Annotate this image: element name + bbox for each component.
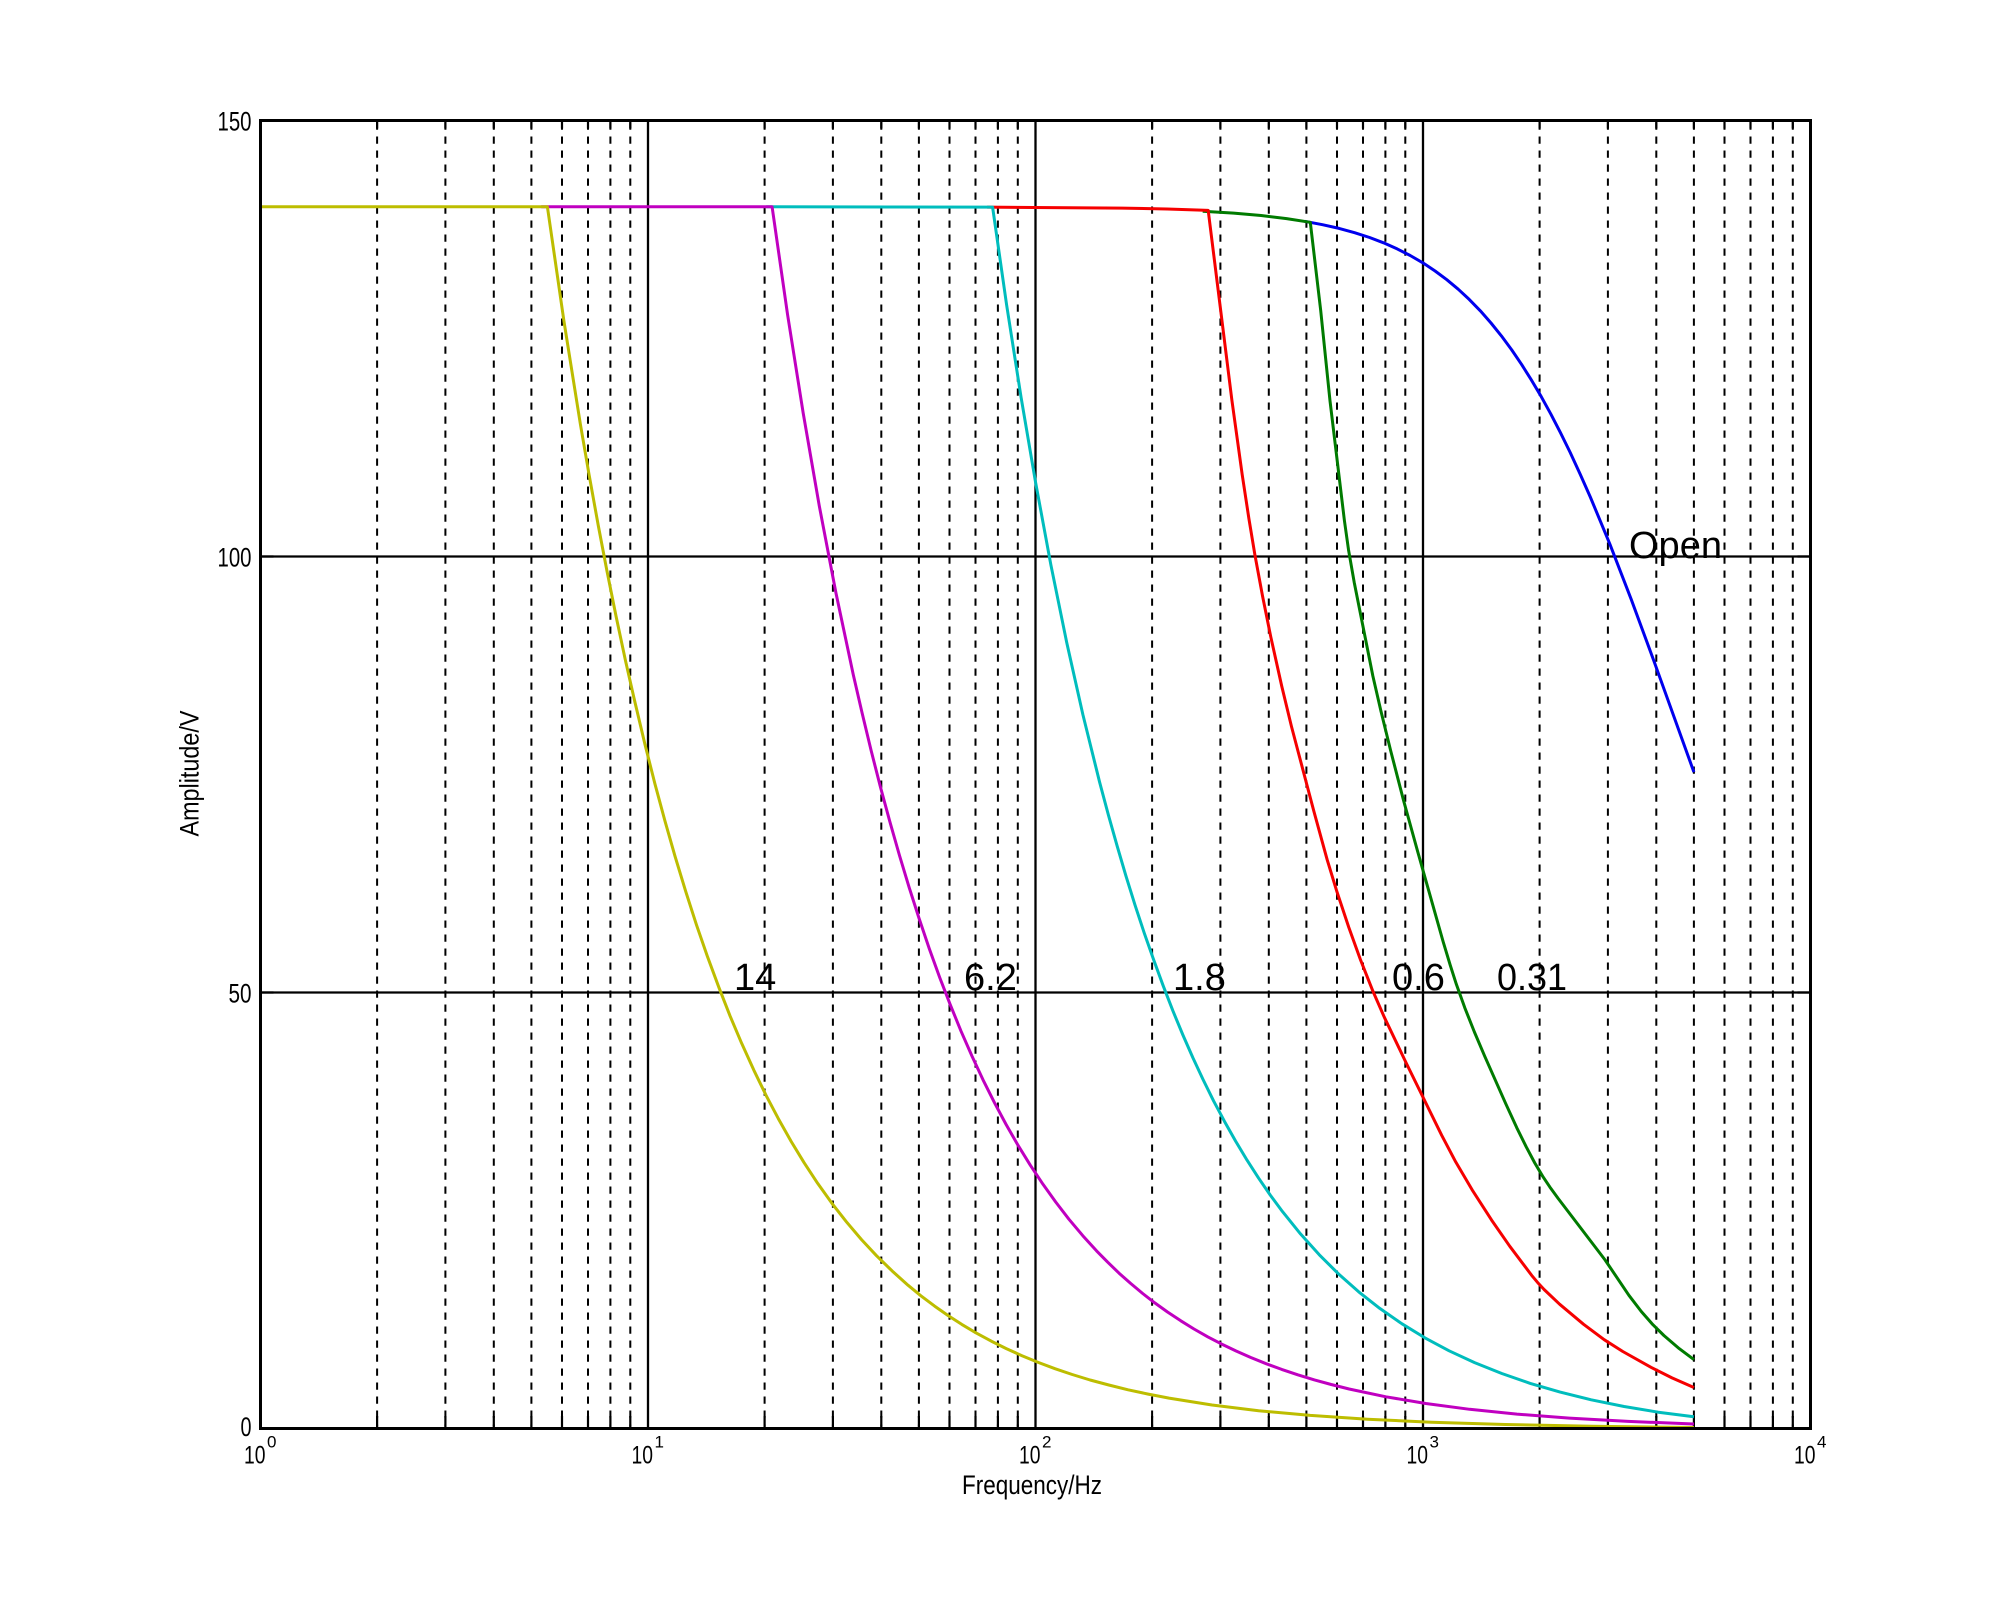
svg-text:0.6: 0.6: [1392, 957, 1445, 999]
svg-text:0.31: 0.31: [1497, 957, 1567, 999]
svg-text:10: 10: [1019, 1442, 1041, 1470]
svg-text:3: 3: [1430, 1433, 1439, 1452]
svg-text:2: 2: [1042, 1433, 1051, 1452]
svg-text:1: 1: [655, 1433, 664, 1452]
svg-text:14: 14: [734, 957, 776, 999]
svg-text:Frequency/Hz: Frequency/Hz: [962, 1470, 1102, 1500]
svg-text:0: 0: [267, 1433, 276, 1452]
svg-text:Open: Open: [1629, 525, 1722, 567]
svg-text:10: 10: [244, 1442, 266, 1470]
svg-text:100: 100: [218, 542, 252, 572]
svg-text:150: 150: [218, 106, 252, 136]
svg-text:4: 4: [1817, 1433, 1826, 1452]
svg-text:0: 0: [241, 1412, 252, 1442]
svg-text:6.2: 6.2: [964, 957, 1017, 999]
svg-text:50: 50: [229, 978, 252, 1008]
svg-text:10: 10: [1407, 1442, 1429, 1470]
svg-text:10: 10: [632, 1442, 654, 1470]
svg-text:1.8: 1.8: [1173, 957, 1226, 999]
svg-text:Amplitude/V: Amplitude/V: [175, 711, 205, 837]
svg-text:10: 10: [1794, 1442, 1816, 1470]
